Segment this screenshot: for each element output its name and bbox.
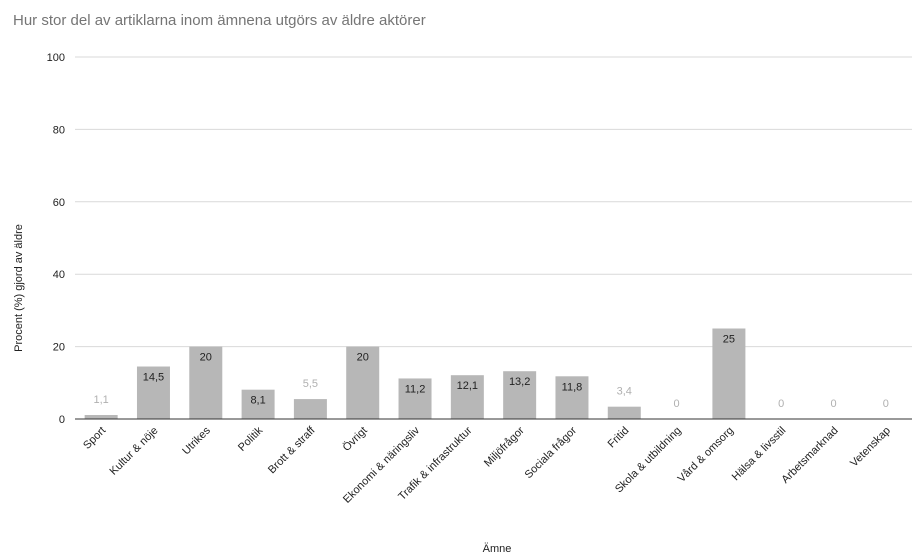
gridlines xyxy=(75,57,912,347)
value-label: 1,1 xyxy=(94,394,109,406)
category-label: Sport xyxy=(81,425,108,452)
bar xyxy=(608,407,641,419)
bars xyxy=(85,329,746,420)
value-label: 0 xyxy=(830,398,836,410)
value-label: 13,2 xyxy=(509,376,530,388)
category-label: Sociala frågor xyxy=(523,424,580,481)
y-tick-label: 100 xyxy=(47,52,65,64)
value-label: 5,5 xyxy=(303,378,318,390)
value-label: 0 xyxy=(778,398,784,410)
category-label: Vetenskap xyxy=(848,425,893,470)
value-label: 12,1 xyxy=(457,380,478,392)
x-axis-title: Ämne xyxy=(483,543,512,552)
value-label: 20 xyxy=(357,352,369,364)
y-tick-label: 20 xyxy=(53,342,65,354)
value-label: 20 xyxy=(200,352,212,364)
value-label: 14,5 xyxy=(143,372,164,384)
category-label: Övrigt xyxy=(341,425,370,454)
bar xyxy=(85,415,118,419)
category-label: Utrikes xyxy=(180,424,213,457)
category-label: Kultur & nöje xyxy=(108,425,161,478)
category-label: Vård & omsorg xyxy=(676,425,736,485)
category-label: Brott & straff xyxy=(266,424,318,476)
y-tick-label: 60 xyxy=(53,197,65,209)
category-label: Hälsa & livsstil xyxy=(730,425,789,484)
bar xyxy=(294,399,327,419)
y-axis-title: Procent (%) gjord av äldre xyxy=(13,224,25,352)
value-label: 11,8 xyxy=(562,381,583,393)
value-label: 8,1 xyxy=(250,395,265,407)
y-tick-label: 80 xyxy=(53,124,65,136)
value-label: 0 xyxy=(674,398,680,410)
category-label: Fritid xyxy=(606,425,632,451)
value-label: 11,2 xyxy=(405,383,426,395)
value-label: 3,4 xyxy=(617,386,632,398)
y-axis-ticks: 0 20 40 60 80 100 xyxy=(47,52,65,426)
value-label: 25 xyxy=(723,334,735,346)
y-tick-label: 0 xyxy=(59,414,65,426)
category-labels: Sport Kultur & nöje Utrikes Politik Brott & … xyxy=(81,424,893,506)
category-label: Arbetsmarknad xyxy=(779,425,840,486)
category-label: Politik xyxy=(236,424,266,454)
y-tick-label: 40 xyxy=(53,269,65,281)
category-label: Miljöfrågor xyxy=(482,424,527,469)
value-label: 0 xyxy=(883,398,889,410)
